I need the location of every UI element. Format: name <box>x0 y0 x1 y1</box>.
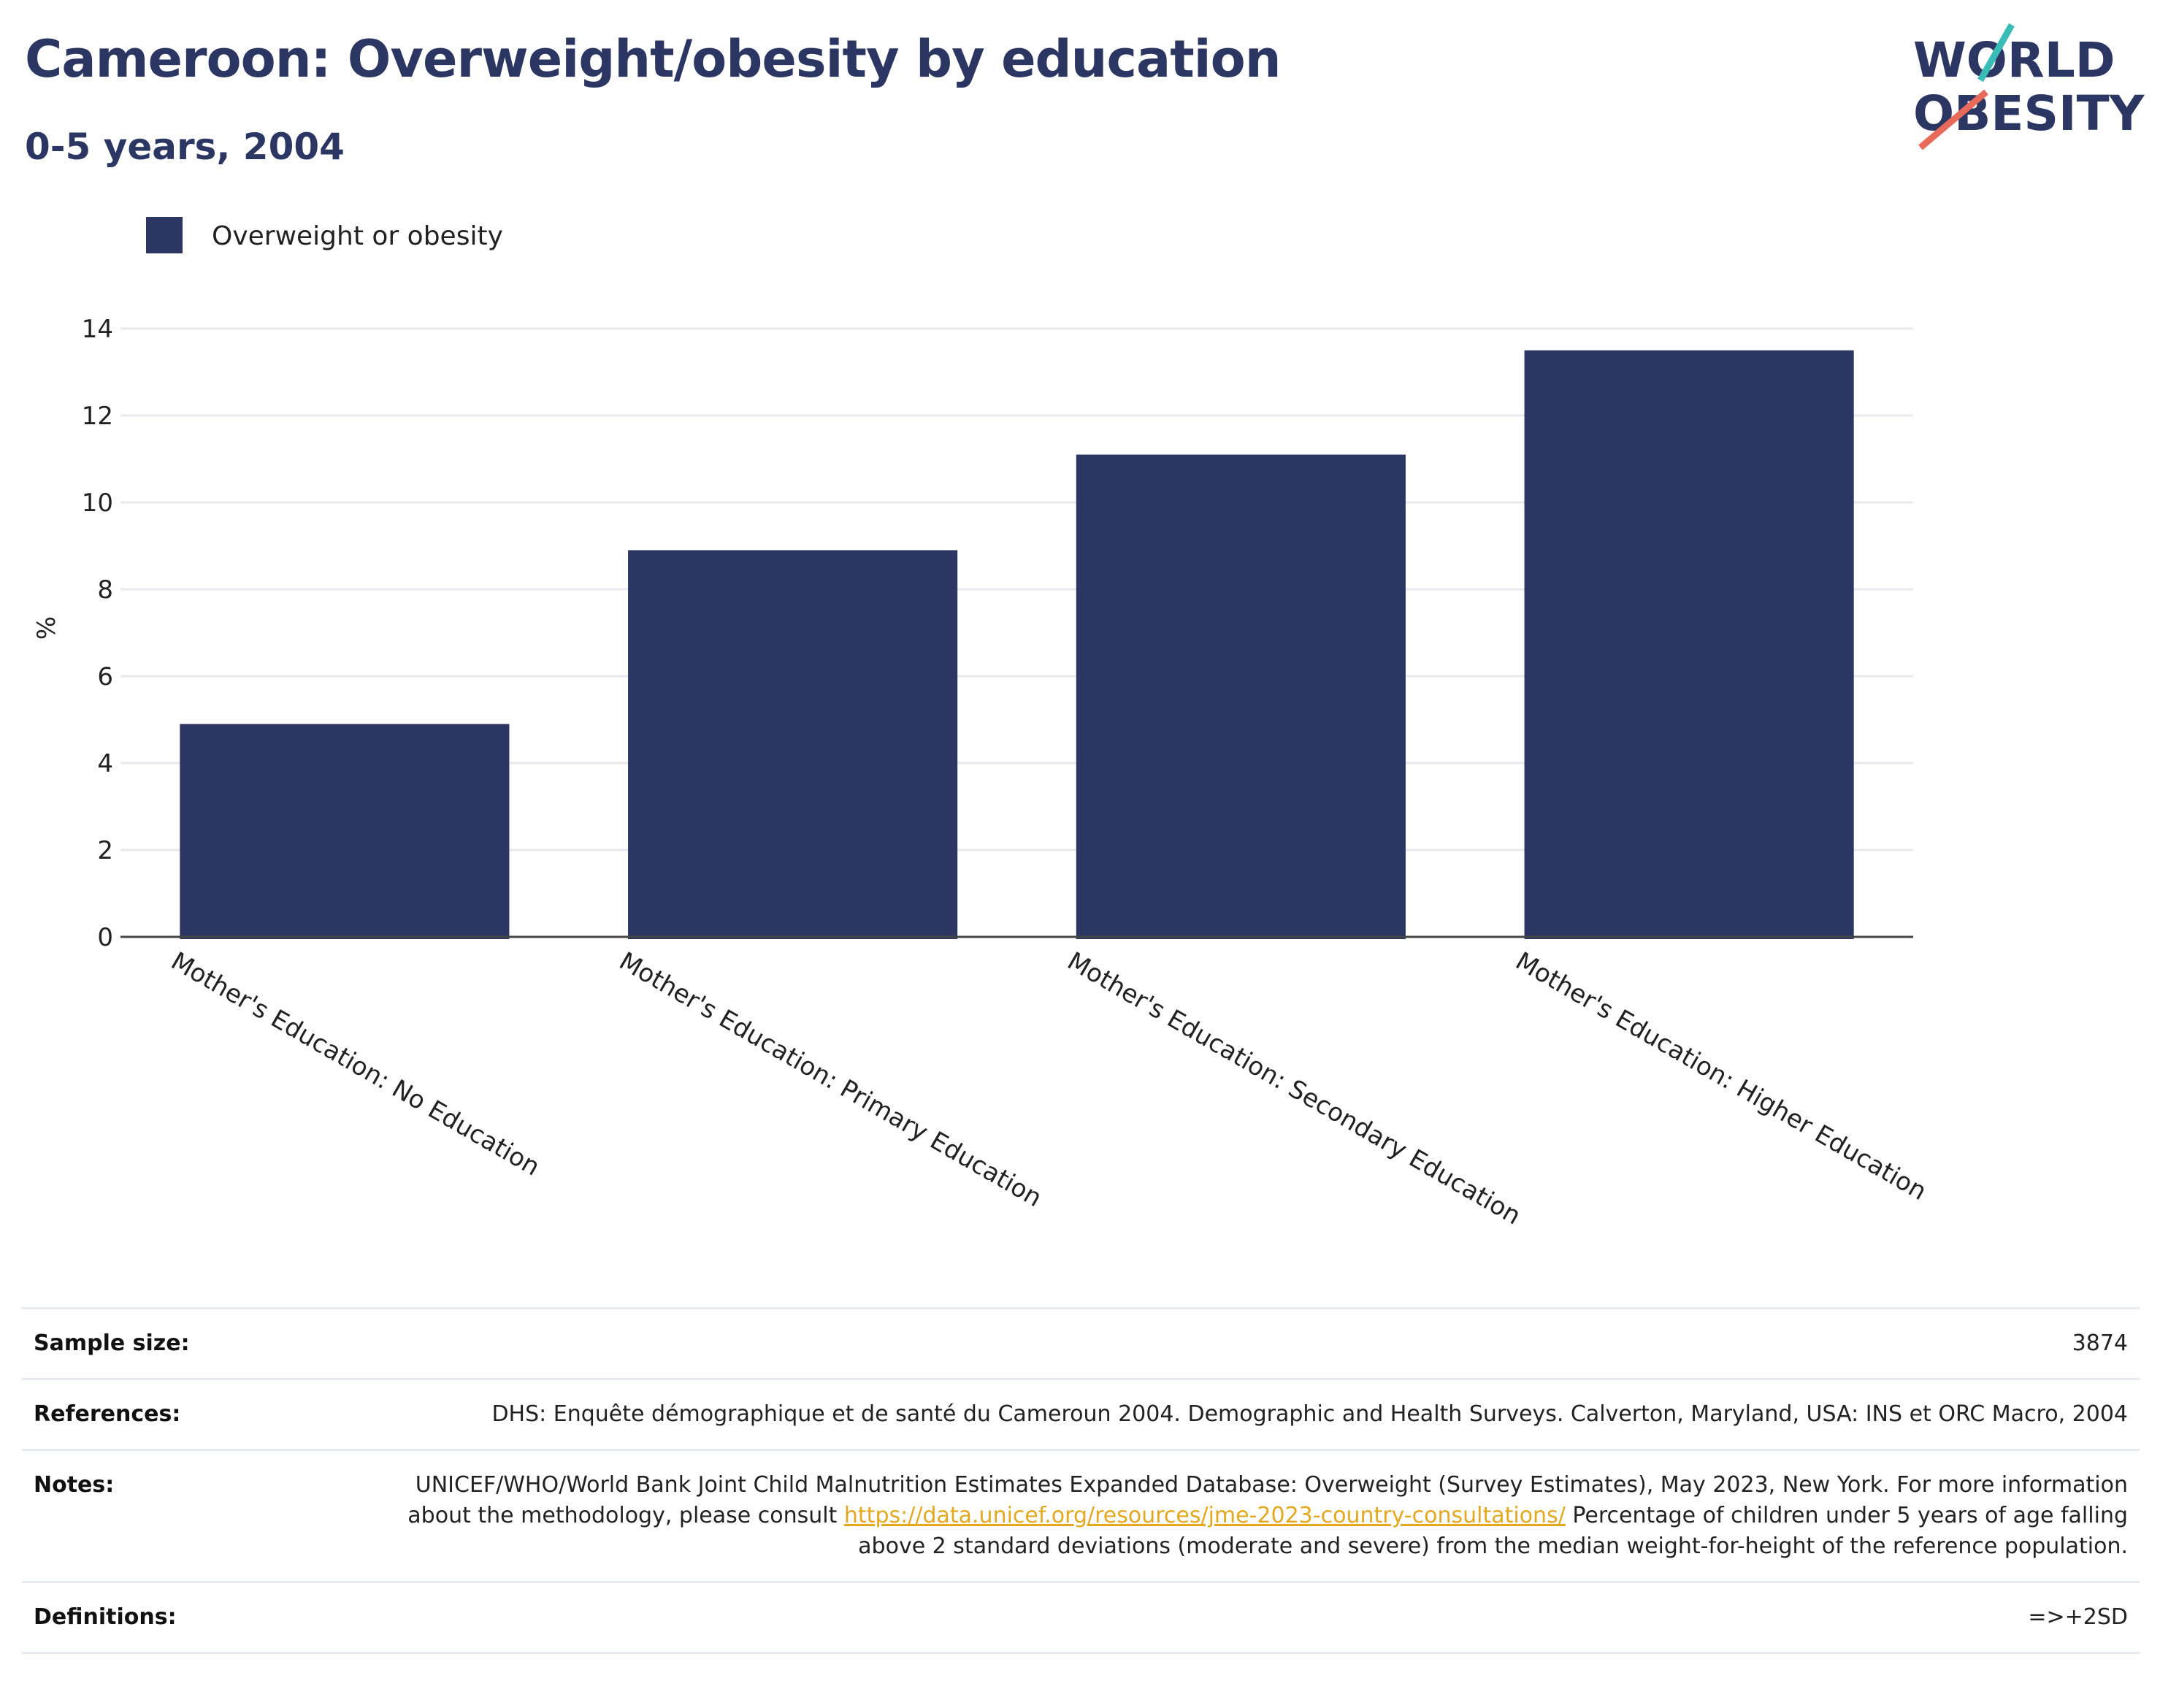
logo-slash-teal <box>1977 23 2015 83</box>
legend-label: Overweight or obesity <box>212 221 503 251</box>
y-tick-label: 0 <box>97 923 113 952</box>
bar <box>1076 454 1406 939</box>
methodology-link[interactable]: https://data.unicef.org/resources/jme-20… <box>843 1503 1566 1528</box>
bar <box>628 550 958 939</box>
x-tick-label: Mother's Education: No Education <box>166 946 545 1182</box>
notes-text-after: Percentage of children under 5 years of … <box>858 1503 2128 1559</box>
logo-slash-coral <box>1918 89 1988 150</box>
y-tick-label: 10 <box>82 489 113 518</box>
y-axis-ticks: 0 2 4 6 8 10 12 14 <box>82 315 113 952</box>
sample-size-row: Sample size: 3874 <box>22 1307 2140 1378</box>
logo-line-1: WORLD <box>1913 32 2115 88</box>
world-obesity-logo: WORLD OBESITY <box>1913 23 2145 150</box>
notes-value: UNICEF/WHO/World Bank Joint Child Malnut… <box>399 1470 2128 1562</box>
notes-text-before: UNICEF/WHO/World Bank Joint Child Malnut… <box>407 1472 2128 1528</box>
sample-size-value: 3874 <box>2072 1330 2128 1356</box>
notes-row: Notes: UNICEF/WHO/World Bank Joint Child… <box>22 1449 2140 1581</box>
definitions-label: Definitions: <box>34 1604 177 1630</box>
references-row: References: DHS: Enquête démographique e… <box>22 1378 2140 1449</box>
legend-swatch <box>146 217 183 253</box>
logo-line-2: OBESITY <box>1913 85 2145 142</box>
y-tick-label: 2 <box>97 836 113 865</box>
definitions-value: =>+2SD <box>2028 1604 2128 1630</box>
x-tick-label: Mother's Education: Primary Education <box>614 946 1046 1213</box>
chart-legend: Overweight or obesity <box>146 217 503 253</box>
y-tick-label: 8 <box>97 575 113 605</box>
bars <box>180 350 1854 939</box>
x-axis-ticks: Mother's Education: No Education Mother's… <box>166 946 1931 1230</box>
x-tick-label: Mother's Education: Higher Education <box>1511 946 1931 1206</box>
page-subtitle: 0-5 years, 2004 <box>25 126 345 168</box>
y-tick-label: 6 <box>97 662 113 692</box>
bar <box>180 724 510 939</box>
bar-chart: Overweight or obesity 0 2 4 6 8 10 12 14 % Moth… <box>32 217 1931 1231</box>
notes-label: Notes: <box>34 1472 115 1498</box>
x-tick-label: Mother's Education: Secondary Education <box>1062 946 1525 1230</box>
definitions-row: Definitions: =>+2SD <box>22 1581 2140 1654</box>
info-table: Sample size: 3874 References: DHS: Enquê… <box>22 1307 2140 1654</box>
page-title: Cameroon: Overweight/obesity by educatio… <box>25 29 1282 89</box>
y-tick-label: 14 <box>82 315 113 344</box>
references-label: References: <box>34 1401 181 1427</box>
sample-size-label: Sample size: <box>34 1330 190 1356</box>
bar <box>1524 350 1854 939</box>
references-value: DHS: Enquête démographique et de santé d… <box>491 1401 2128 1427</box>
y-tick-label: 4 <box>97 749 113 778</box>
y-tick-label: 12 <box>82 402 113 431</box>
y-axis-label: % <box>32 616 61 640</box>
